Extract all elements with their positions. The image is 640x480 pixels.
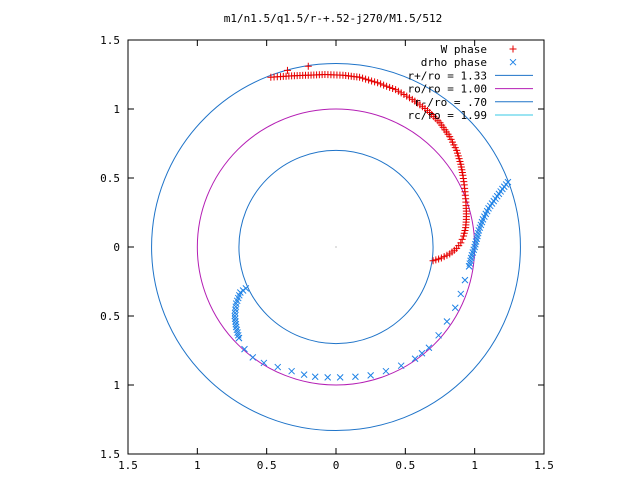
circle-r+ (151, 62, 521, 432)
legend-label: W phase (441, 43, 487, 56)
legend-label: rc/ro = 1.99 (408, 109, 487, 122)
w-phase-point (374, 79, 382, 87)
y-tick-label: 0.5 (100, 172, 120, 185)
drho-phase-point (242, 285, 250, 292)
series-drho-phase (231, 178, 512, 381)
drho-phase-point (352, 373, 359, 381)
chart-title: m1/n1.5/q1.5/r-+.52-j270/M1.5/512 (224, 12, 443, 25)
drho-phase-point (411, 355, 419, 363)
drho-phase-point (288, 367, 295, 375)
data-series (231, 62, 512, 381)
y-tick-label: 1 (113, 379, 120, 392)
legend-swatch (509, 58, 517, 66)
w-phase-point (380, 81, 388, 89)
drho-phase-point (465, 262, 473, 270)
drho-phase-point (336, 374, 344, 381)
y-tick-label: 1.5 (100, 34, 120, 47)
drho-phase-point (461, 276, 469, 284)
w-phase-point (383, 82, 391, 90)
drho-phase-point (241, 345, 248, 353)
x-tick-label: 1.5 (118, 459, 138, 472)
w-phase-point (267, 73, 275, 81)
y-tick-label: 0.5 (100, 310, 120, 323)
drho-phase-point (260, 359, 268, 367)
w-phase-point (457, 239, 465, 247)
legend-label: drho phase (421, 56, 487, 69)
x-tick-label: 1 (471, 459, 478, 472)
drho-phase-point (311, 373, 319, 381)
w-phase-point (359, 74, 367, 82)
w-phase-point (371, 78, 379, 86)
w-phase-point (365, 76, 373, 84)
y-tick-label: 1 (113, 103, 120, 116)
y-tick-label: 0 (113, 241, 120, 254)
w-phase-point (362, 75, 370, 83)
y-tick-label: 1.5 (100, 448, 120, 461)
legend-label: ro/ro = 1.00 (408, 83, 487, 96)
w-phase-point (389, 85, 397, 93)
drho-phase-point (443, 318, 451, 325)
drho-phase-point (397, 362, 405, 370)
drho-phase-point (451, 304, 459, 312)
drho-phase-point (435, 331, 442, 339)
w-phase-point (458, 235, 466, 243)
w-phase-point (368, 77, 376, 85)
drho-phase-point (232, 318, 239, 325)
x-tick-label: 0 (333, 459, 340, 472)
axis-ticks (127, 39, 545, 455)
circle-r- (238, 149, 434, 345)
w-phase-point (386, 83, 394, 91)
drho-phase-point (231, 315, 239, 323)
origin-marker (335, 246, 337, 248)
drho-phase-point (300, 371, 308, 379)
legend-label: r+/ro = 1.33 (408, 69, 487, 82)
drho-phase-point (232, 323, 240, 331)
origin-dot (335, 246, 337, 248)
w-phase-point (392, 86, 400, 94)
w-phase-point (283, 66, 291, 74)
drho-phase-point (249, 354, 257, 361)
w-phase-point (377, 80, 385, 88)
drho-phase-point (367, 371, 375, 379)
legend-swatch (509, 45, 517, 53)
x-tick-label: 0.5 (395, 459, 415, 472)
series-w-phase (267, 62, 470, 265)
x-tick-label: 1 (194, 459, 201, 472)
drho-phase-point (418, 349, 426, 357)
y-tick-labels: 1.5 1 0.5 0 0.5 1 1.5 (100, 34, 120, 461)
x-tick-labels: 1.5 1 0.5 0 0.5 1 1.5 (118, 459, 554, 472)
drho-phase-point (382, 367, 390, 375)
x-tick-label: 1.5 (534, 459, 554, 472)
drho-phase-point (324, 374, 332, 381)
legend-label: r-/ro = .70 (414, 96, 487, 109)
drho-phase-point (457, 290, 465, 298)
w-phase-point (304, 62, 312, 70)
drho-phase-point (274, 363, 282, 371)
x-tick-label: 0.5 (257, 459, 277, 472)
drho-phase-point (425, 344, 433, 352)
drho-phase-point (232, 320, 240, 328)
